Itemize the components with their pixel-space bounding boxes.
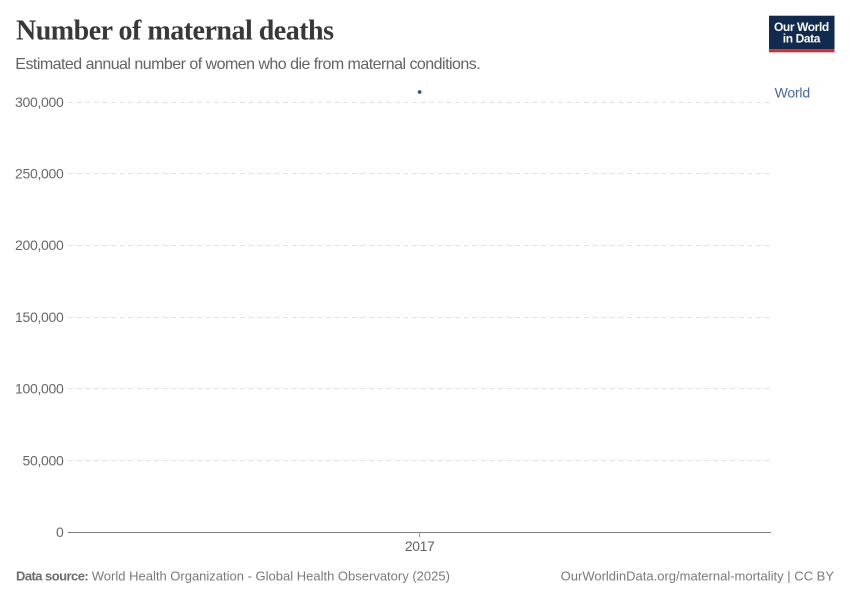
svg-text:OurWorldinData.org/maternal-mo: OurWorldinData.org/maternal-mortality | … — [561, 569, 835, 584]
svg-text:0: 0 — [56, 524, 64, 540]
svg-text:300,000: 300,000 — [15, 94, 64, 110]
svg-text:100,000: 100,000 — [15, 381, 64, 397]
svg-text:Estimated annual number of wom: Estimated annual number of women who die… — [15, 56, 480, 73]
svg-text:150,000: 150,000 — [15, 309, 64, 325]
svg-text:in Data: in Data — [783, 31, 821, 45]
svg-text:250,000: 250,000 — [15, 166, 64, 182]
svg-text:Data source: World Health Orga: Data source: World Health Organization -… — [16, 569, 450, 584]
svg-text:Number of maternal deaths: Number of maternal deaths — [16, 15, 334, 46]
svg-text:50,000: 50,000 — [22, 452, 64, 468]
svg-text:Our World: Our World — [774, 20, 829, 34]
svg-text:200,000: 200,000 — [15, 237, 64, 253]
svg-text:World: World — [775, 85, 810, 101]
svg-text:2017: 2017 — [405, 538, 435, 554]
